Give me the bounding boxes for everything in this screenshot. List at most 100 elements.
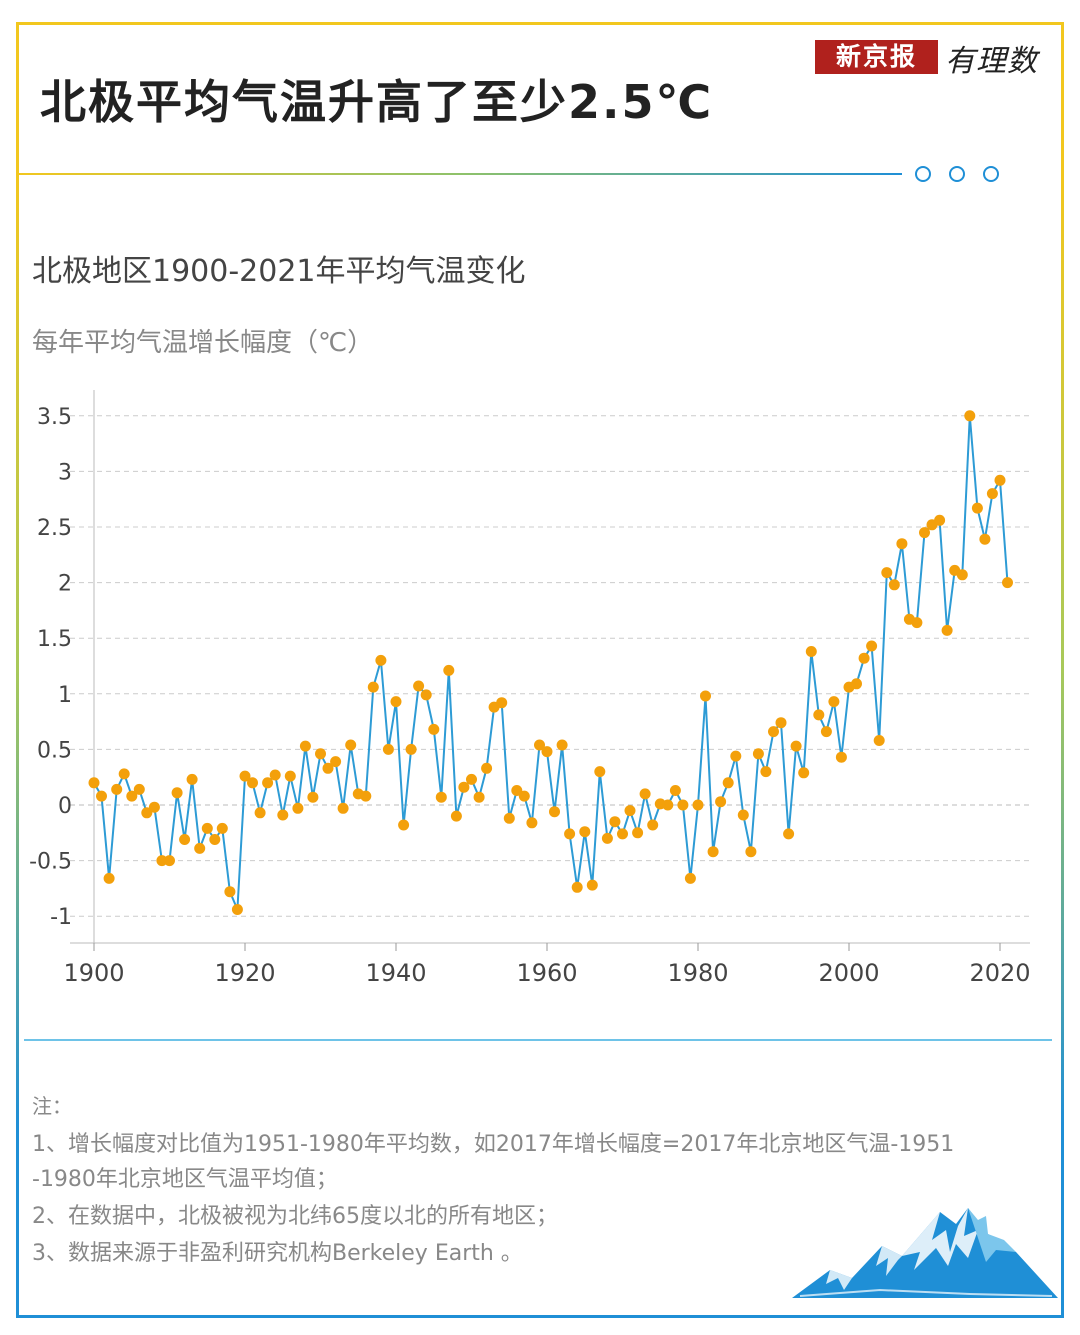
- data-point: [398, 819, 410, 831]
- mountain-illustration: [792, 1208, 1058, 1298]
- data-point: [126, 790, 138, 802]
- data-point: [277, 809, 289, 821]
- y-tick-label: 3.5: [37, 405, 72, 430]
- data-point: [828, 696, 840, 708]
- brand-script: 有理数: [945, 44, 1038, 79]
- data-point: [858, 652, 870, 664]
- data-point: [299, 740, 311, 752]
- data-point: [458, 781, 470, 793]
- series-line: [93, 414, 1009, 911]
- y-tick-label: 3: [58, 460, 72, 485]
- y-tick-label: 1.5: [37, 627, 72, 652]
- x-tick-label: 1980: [667, 959, 728, 987]
- data-point: [760, 766, 772, 778]
- data-point: [934, 514, 946, 526]
- data-point: [360, 790, 372, 802]
- frame-bottom-border: [16, 1315, 1064, 1318]
- data-point: [851, 678, 862, 690]
- data-point: [171, 787, 183, 799]
- data-point: [579, 826, 591, 838]
- brand-name: 新京报: [815, 40, 938, 74]
- data-point: [669, 785, 681, 796]
- data-point: [549, 806, 560, 818]
- y-tick-label: 2: [58, 572, 72, 597]
- note-1-line-1: 1、增长幅度对比值为1951-1980年平均数，如2017年增长幅度=2017年…: [32, 1132, 955, 1157]
- data-point: [239, 770, 251, 782]
- data-point: [503, 812, 515, 824]
- data-point: [805, 646, 817, 657]
- data-point: [700, 690, 711, 702]
- data-point: [413, 680, 425, 692]
- data-point: [96, 790, 107, 802]
- data-point: [888, 579, 900, 591]
- note-1-line-2: -1980年北京地区气温平均值；: [32, 1167, 338, 1192]
- frame-right-border: [1061, 22, 1064, 1318]
- data-point: [707, 846, 719, 858]
- data-point: [337, 802, 349, 814]
- line-chart: -1 -0.5 0 0.5 1 1.5 2 2.5 3 3.5 1900 1920 1940 1960 19…: [29, 390, 1031, 987]
- notes-heading: 注：: [32, 1094, 72, 1118]
- data-point: [820, 726, 832, 738]
- data-point: [450, 810, 462, 822]
- data-point: [118, 768, 130, 780]
- frame-top-border: [16, 22, 1064, 25]
- data-point: [571, 881, 583, 893]
- x-tick-label: 1900: [63, 959, 124, 987]
- brand-logo: 新京报 有理数: [815, 40, 1055, 79]
- data-point: [662, 799, 674, 811]
- data-point: [254, 807, 266, 819]
- data-point: [873, 735, 885, 746]
- data-point: [692, 799, 704, 811]
- data-point: [345, 739, 357, 751]
- data-point: [435, 791, 447, 803]
- data-point: [775, 717, 787, 729]
- data-point: [315, 748, 326, 760]
- data-point: [428, 723, 440, 735]
- data-point: [768, 726, 779, 738]
- data-point: [367, 681, 379, 693]
- note-3: 3、数据来源于非盈利研究机构Berkeley Earth 。: [32, 1241, 523, 1266]
- data-point: [684, 872, 696, 884]
- data-point: [111, 783, 123, 795]
- data-point: [601, 832, 613, 844]
- data-point: [956, 569, 968, 581]
- data-point: [518, 790, 530, 802]
- data-point: [481, 762, 493, 774]
- data-point: [677, 799, 689, 811]
- data-point: [307, 791, 319, 803]
- data-point: [466, 773, 477, 785]
- y-tick-label: 0: [58, 794, 72, 819]
- data-point: [390, 696, 402, 708]
- data-point: [541, 746, 553, 758]
- note-2: 2、在数据中，北极被视为北纬65度以北的所有地区；: [32, 1204, 558, 1229]
- data-point: [866, 640, 878, 652]
- data-point: [262, 777, 274, 789]
- x-tick-label: 1960: [516, 959, 577, 987]
- data-point: [1002, 577, 1013, 589]
- y-tick-label: 2.5: [37, 516, 72, 541]
- data-point: [624, 805, 636, 817]
- header-divider: [16, 173, 902, 175]
- y-axis-label: 每年平均气温增长幅度（℃）: [32, 328, 374, 358]
- data-point: [994, 474, 1006, 486]
- x-tick-label: 2000: [818, 959, 879, 987]
- y-tick-label: -1: [50, 905, 72, 930]
- data-point: [224, 886, 236, 898]
- data-point: [971, 502, 983, 514]
- notes-separator: [24, 1039, 1052, 1041]
- data-point: [745, 846, 757, 858]
- data-point: [835, 751, 847, 763]
- data-point: [269, 769, 281, 781]
- data-point: [798, 767, 810, 779]
- decor-dot-3: [983, 166, 999, 182]
- frame-left-border: [16, 22, 19, 1318]
- data-point: [382, 743, 394, 755]
- data-point: [443, 664, 455, 676]
- decor-dot-2: [949, 166, 965, 182]
- data-point: [979, 533, 991, 545]
- data-point: [594, 766, 606, 778]
- x-tick-label: 1920: [214, 959, 275, 987]
- data-point: [790, 740, 802, 752]
- data-point: [896, 538, 908, 550]
- data-point: [179, 834, 191, 845]
